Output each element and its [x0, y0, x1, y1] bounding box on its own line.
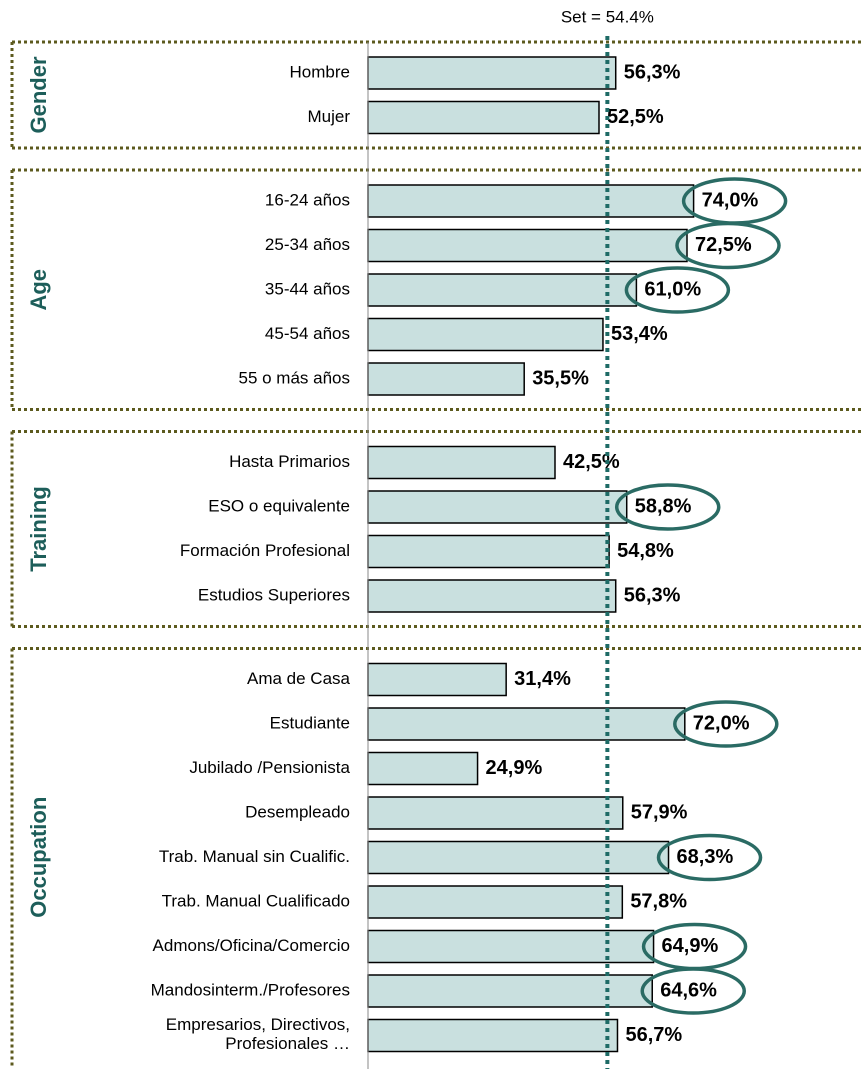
group-label: Age [26, 269, 51, 311]
value-label: 56,7% [625, 1024, 682, 1046]
group-label: Training [26, 486, 51, 572]
category-label: Empresarios, Directivos, Profesionales … [166, 1015, 350, 1053]
category-label: Mandosinterm./Profesores [151, 980, 350, 999]
bar [367, 490, 628, 524]
highlight-circle [675, 221, 781, 270]
groups: Gender Hombre 56,3% Mujer 52,5% Age 16-24 años… [10, 40, 862, 1066]
bar [367, 445, 556, 480]
bar [367, 184, 695, 218]
category-label: 16-24 años [265, 190, 350, 209]
category-label: Hombre [290, 62, 350, 81]
bar [367, 1018, 619, 1053]
value-label: 24,9% [486, 757, 543, 779]
value-label: 52,5% [607, 106, 664, 128]
value-label: 72,5% [695, 234, 752, 256]
bar [367, 707, 686, 741]
bar [367, 796, 624, 830]
category-label: Trab. Manual Cualificado [162, 891, 350, 910]
value-label: 56,3% [624, 61, 681, 83]
category-label: Desempleado [245, 802, 350, 821]
value-label: 42,5% [563, 451, 620, 473]
value-label: 61,0% [644, 278, 701, 300]
bar [367, 273, 638, 307]
category-label: Ama de Casa [247, 669, 351, 688]
highlight-circle [624, 266, 731, 314]
category-label: Jubilado /Pensionista [189, 758, 350, 777]
bar [367, 579, 617, 613]
category-label: Formación Profesional [180, 541, 350, 560]
value-label: 74,0% [702, 189, 759, 211]
category-label: 35-44 años [265, 279, 350, 298]
category-label: Estudios Superiores [198, 585, 350, 604]
category-label: 25-34 años [265, 235, 350, 254]
value-label: 35,5% [532, 367, 589, 389]
value-label: 64,9% [662, 935, 719, 957]
value-label: 64,6% [660, 979, 717, 1001]
bar [367, 751, 479, 786]
value-label: 53,4% [611, 323, 668, 345]
category-label: Hasta Primarios [229, 452, 350, 471]
category-label: Mujer [307, 107, 350, 126]
value-label: 57,8% [630, 890, 687, 912]
bar [367, 974, 653, 1008]
reference-label: Set = 54.4% [561, 7, 654, 26]
value-label: 31,4% [514, 668, 571, 690]
bar [367, 840, 670, 875]
highlight-circle [673, 700, 779, 748]
bar [367, 885, 624, 919]
bar [367, 534, 610, 569]
value-label: 54,8% [617, 540, 674, 562]
value-label: 68,3% [677, 846, 734, 868]
category-label: Trab. Manual sin Cualific. [159, 847, 350, 866]
value-label: 72,0% [693, 712, 750, 734]
bar [367, 362, 525, 396]
bar [367, 56, 617, 90]
bar [367, 317, 604, 352]
category-label: 55 o más años [238, 368, 350, 387]
category-label: Estudiante [270, 713, 350, 732]
bar [367, 228, 688, 263]
category-label: ESO o equivalente [208, 496, 350, 515]
group-label: Occupation [26, 797, 51, 918]
category-label: 45-54 años [265, 324, 350, 343]
category-label: Admons/Oficina/Comercio [153, 936, 350, 955]
group-label: Gender [26, 56, 51, 133]
bar [367, 100, 600, 135]
highlight-circle [614, 483, 721, 531]
bar [367, 929, 655, 964]
highlight-circle [640, 967, 746, 1015]
value-label: 56,3% [624, 584, 681, 606]
bar [367, 662, 507, 697]
value-label: 58,8% [635, 495, 692, 517]
value-label: 57,9% [631, 801, 688, 823]
highlight-circle [656, 833, 763, 882]
